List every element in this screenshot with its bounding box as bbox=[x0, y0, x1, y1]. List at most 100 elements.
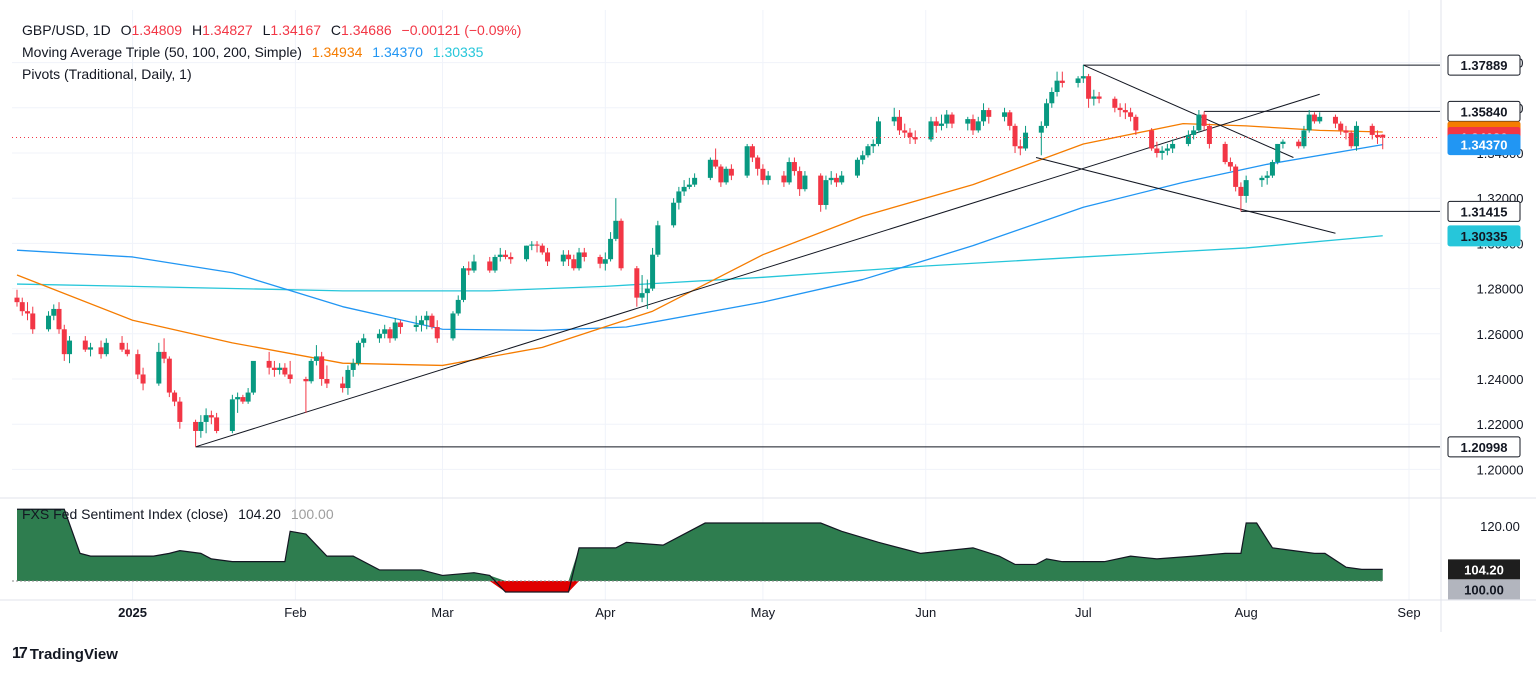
pivots-title[interactable]: Pivots (Traditional, Daily, 1) bbox=[22, 66, 192, 82]
candle bbox=[634, 266, 640, 307]
candle bbox=[1149, 128, 1155, 151]
candle bbox=[418, 315, 424, 332]
candle bbox=[760, 164, 766, 185]
candle bbox=[397, 320, 403, 334]
candle bbox=[324, 365, 330, 389]
tradingview-logo[interactable]: 17 TradingView bbox=[12, 645, 118, 663]
symbol-legend[interactable]: GBP/USD, 1D O1.34809 H1.34827 L1.34167 C… bbox=[22, 22, 527, 38]
candle bbox=[413, 315, 419, 332]
candle bbox=[1264, 171, 1270, 185]
candle bbox=[613, 198, 619, 242]
candle bbox=[382, 324, 388, 339]
time-tick-label: Feb bbox=[284, 605, 306, 620]
candle-body bbox=[1353, 125, 1359, 147]
candle-body bbox=[1301, 130, 1307, 147]
candle-body bbox=[896, 116, 902, 131]
candle bbox=[471, 254, 477, 273]
time-tick-label: Jul bbox=[1075, 605, 1092, 620]
candle-body bbox=[434, 327, 440, 339]
candle bbox=[891, 107, 897, 126]
candle bbox=[355, 340, 361, 366]
candle-body bbox=[524, 245, 530, 260]
candle bbox=[981, 103, 987, 126]
candle-body bbox=[1122, 110, 1128, 113]
candle-body bbox=[350, 363, 356, 370]
pivot-lines bbox=[195, 64, 1440, 448]
candle bbox=[896, 110, 902, 135]
candle-body bbox=[135, 354, 141, 375]
candle-body bbox=[19, 302, 25, 312]
candle bbox=[235, 392, 241, 413]
candle bbox=[208, 410, 214, 425]
candle bbox=[245, 388, 251, 404]
candle bbox=[560, 250, 566, 266]
pivots-legend[interactable]: Pivots (Traditional, Daily, 1) bbox=[22, 66, 198, 82]
candle bbox=[802, 171, 808, 192]
ma-legend[interactable]: Moving Average Triple (50, 100, 200, Sim… bbox=[22, 44, 489, 60]
candle bbox=[1164, 143, 1170, 156]
candle-body bbox=[755, 157, 761, 169]
candle-body bbox=[413, 324, 419, 328]
candle bbox=[161, 338, 167, 364]
candle-body bbox=[345, 369, 351, 389]
candle-body bbox=[1012, 125, 1018, 147]
candle-body bbox=[214, 417, 220, 431]
candle bbox=[56, 302, 62, 334]
candle bbox=[865, 143, 871, 158]
candle-body bbox=[313, 356, 319, 361]
symbol-name[interactable]: GBP/USD, 1D bbox=[22, 22, 111, 38]
candle bbox=[791, 157, 797, 176]
level-label-box bbox=[1447, 200, 1521, 222]
candle bbox=[376, 329, 382, 343]
candle bbox=[1222, 141, 1228, 165]
candle-body bbox=[303, 379, 309, 382]
ma-title[interactable]: Moving Average Triple (50, 100, 200, Sim… bbox=[22, 44, 302, 60]
candle-body bbox=[82, 340, 88, 350]
candle-body bbox=[671, 202, 677, 226]
price-tick-label: 1.22000 bbox=[1477, 417, 1524, 432]
time-axis[interactable]: 2025 Feb Mar Apr May Jun Jul Aug Sep bbox=[118, 605, 1420, 620]
candle-body bbox=[240, 397, 246, 402]
candle-body bbox=[986, 110, 992, 117]
candle bbox=[1306, 110, 1312, 133]
candle-body bbox=[166, 358, 172, 393]
candle bbox=[1206, 123, 1212, 149]
candle-body bbox=[870, 143, 876, 147]
candle-body bbox=[319, 356, 325, 379]
candle-body bbox=[975, 121, 981, 131]
candle-body bbox=[1044, 103, 1050, 126]
candle bbox=[1075, 76, 1081, 88]
candle-body bbox=[1133, 116, 1139, 131]
sentiment-value-box bbox=[1448, 579, 1520, 600]
sentiment-title[interactable]: FXS Fed Sentiment Index (close) bbox=[22, 506, 229, 522]
sentiment-legend[interactable]: FXS Fed Sentiment Index (close) 104.20 1… bbox=[22, 506, 340, 522]
candle-body bbox=[1259, 177, 1265, 181]
candle-body bbox=[644, 288, 650, 294]
ohlc-close: C1.34686 bbox=[330, 22, 392, 38]
candle-body bbox=[56, 308, 62, 330]
level-label-text: 1.30335 bbox=[1461, 229, 1508, 244]
candle bbox=[19, 297, 25, 316]
candle bbox=[350, 358, 356, 377]
candle bbox=[797, 166, 803, 196]
candle-body bbox=[1264, 175, 1270, 178]
candle bbox=[1128, 107, 1134, 122]
candle-body bbox=[198, 421, 204, 431]
candle bbox=[823, 175, 829, 210]
candle bbox=[140, 367, 146, 391]
candle bbox=[1238, 182, 1244, 212]
level-label: 1.20998 bbox=[1447, 436, 1521, 458]
candle-body bbox=[839, 175, 845, 183]
candle bbox=[61, 324, 67, 361]
candle-body bbox=[728, 168, 734, 176]
candle bbox=[135, 349, 141, 379]
candle-body bbox=[1222, 143, 1228, 163]
candle bbox=[119, 336, 125, 352]
candle-body bbox=[1017, 146, 1023, 149]
candle bbox=[529, 241, 535, 251]
sentiment-axis[interactable]: 120.00 104.20 100.00 bbox=[1448, 519, 1520, 600]
candle-body bbox=[566, 254, 572, 260]
candle bbox=[965, 116, 971, 131]
candle bbox=[88, 342, 94, 357]
candle-body bbox=[833, 177, 839, 183]
